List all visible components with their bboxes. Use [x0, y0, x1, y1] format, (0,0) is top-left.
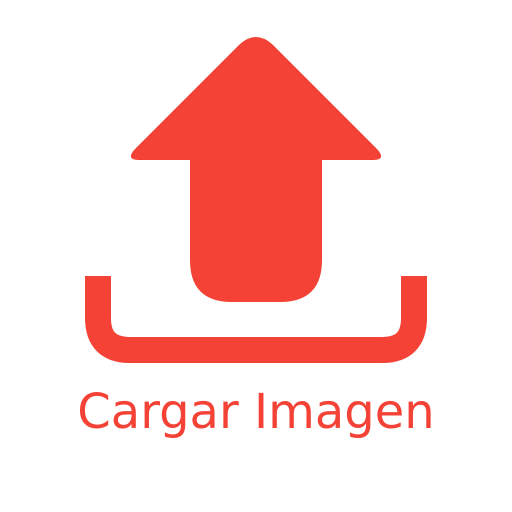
upload-label: Cargar Imagen: [77, 384, 435, 440]
